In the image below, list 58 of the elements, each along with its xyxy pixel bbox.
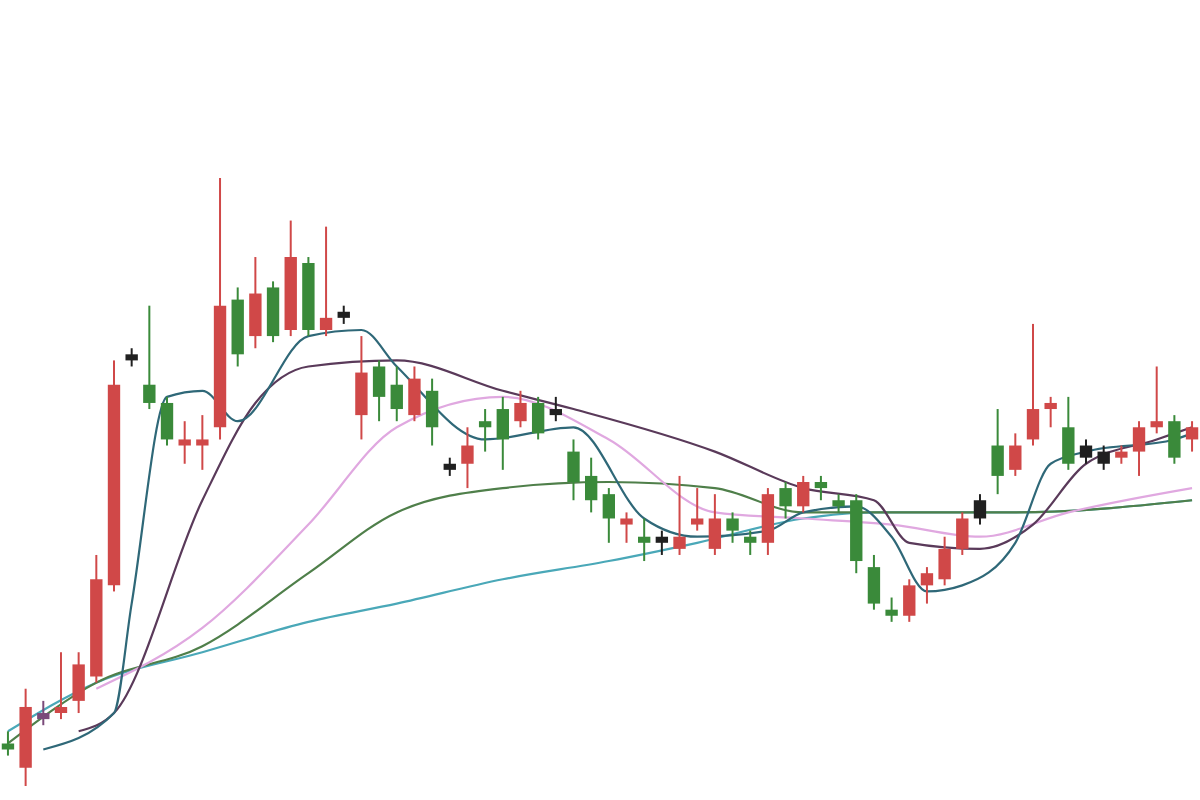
candlestick (37, 699, 50, 727)
candlestick (54, 651, 68, 721)
candlestick (1150, 365, 1163, 435)
candlestick (1097, 444, 1110, 471)
candlestick (673, 474, 686, 556)
candlestick (249, 256, 262, 350)
candlestick (832, 493, 845, 514)
candlestick (620, 511, 633, 544)
candlestick (991, 408, 1004, 496)
candlestick (319, 225, 333, 338)
candlestick (814, 474, 828, 502)
candlestick (1026, 322, 1040, 447)
candlestick (355, 335, 368, 441)
candlestick (160, 395, 174, 447)
candlestick (797, 474, 810, 514)
candlestick (143, 304, 156, 411)
candlestick (779, 481, 792, 520)
candlestick (903, 578, 916, 623)
candlestick (1168, 414, 1181, 465)
candlestick (390, 365, 403, 423)
candlestick (196, 414, 209, 471)
candlestick (567, 438, 580, 502)
candlestick (638, 517, 651, 563)
candlestick (372, 359, 386, 423)
candlestick (867, 553, 881, 611)
candlestick (973, 493, 987, 526)
candlestick (885, 596, 898, 623)
candlestick (1079, 438, 1093, 465)
candlestick (408, 365, 421, 423)
candlestick (1115, 444, 1128, 465)
candlestick (443, 456, 456, 477)
candlestick (584, 456, 598, 514)
candlestick (920, 566, 934, 605)
candlestick (1132, 420, 1146, 477)
candlestick (708, 493, 722, 556)
candlestick (178, 420, 191, 465)
candlestick (478, 408, 492, 453)
candlestick (602, 487, 616, 544)
candlestick (72, 651, 85, 715)
candlestick (425, 377, 439, 447)
candlestick (726, 511, 739, 544)
candlestick (1, 730, 15, 757)
candlestick (531, 395, 545, 441)
candlestick (549, 395, 562, 423)
candlestick (691, 487, 704, 532)
candlestick (461, 426, 474, 490)
candlestick (496, 395, 509, 471)
candlestick (655, 529, 669, 556)
candlestick (1044, 395, 1057, 429)
candlestick (514, 389, 527, 429)
candlestick (1009, 432, 1022, 477)
candlestick (337, 304, 350, 325)
candlestick (1185, 420, 1199, 453)
candlestick (1062, 395, 1075, 471)
candlestick (956, 511, 969, 556)
candlestick (125, 347, 138, 368)
candlestick (938, 535, 951, 587)
candlestick (744, 529, 757, 556)
